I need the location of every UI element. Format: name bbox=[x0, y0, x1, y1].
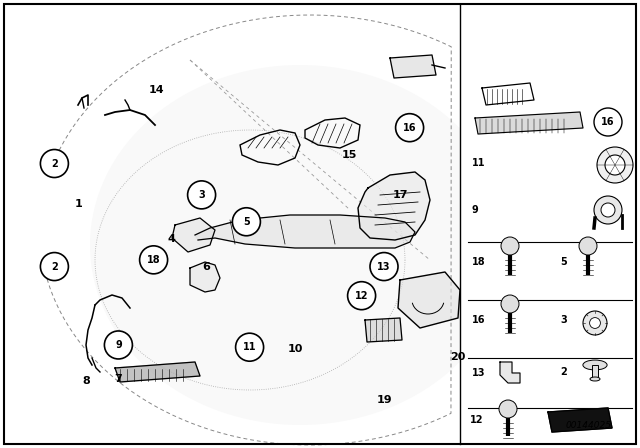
Text: 11: 11 bbox=[243, 342, 257, 352]
Text: 6: 6 bbox=[202, 262, 210, 272]
Text: 16: 16 bbox=[403, 123, 417, 133]
Circle shape bbox=[370, 253, 398, 280]
Circle shape bbox=[501, 237, 519, 255]
Text: 12: 12 bbox=[470, 415, 483, 425]
Polygon shape bbox=[500, 362, 520, 383]
Text: 10: 10 bbox=[288, 345, 303, 354]
Text: 17: 17 bbox=[393, 190, 408, 200]
Circle shape bbox=[236, 333, 264, 361]
Circle shape bbox=[396, 114, 424, 142]
Circle shape bbox=[232, 208, 260, 236]
Text: 18: 18 bbox=[472, 257, 486, 267]
Circle shape bbox=[597, 147, 633, 183]
Ellipse shape bbox=[590, 377, 600, 381]
Circle shape bbox=[348, 282, 376, 310]
Text: 11: 11 bbox=[472, 158, 486, 168]
Circle shape bbox=[594, 108, 622, 136]
Polygon shape bbox=[482, 83, 534, 105]
Polygon shape bbox=[475, 112, 583, 134]
Bar bbox=[592, 365, 598, 379]
Text: 9: 9 bbox=[115, 340, 122, 350]
Text: 7: 7 bbox=[115, 374, 122, 383]
Text: 5: 5 bbox=[243, 217, 250, 227]
Text: 8: 8 bbox=[83, 376, 90, 386]
Polygon shape bbox=[358, 172, 430, 240]
Text: 12: 12 bbox=[355, 291, 369, 301]
Bar bbox=[461, 4, 636, 444]
Text: 9: 9 bbox=[472, 205, 479, 215]
Circle shape bbox=[499, 400, 517, 418]
Text: 14: 14 bbox=[149, 86, 164, 95]
Circle shape bbox=[605, 155, 625, 175]
Polygon shape bbox=[195, 215, 415, 248]
Text: 2: 2 bbox=[51, 262, 58, 271]
Circle shape bbox=[140, 246, 168, 274]
Circle shape bbox=[40, 150, 68, 177]
Text: 19: 19 bbox=[376, 395, 392, 405]
Text: 2: 2 bbox=[560, 367, 567, 377]
Text: 1: 1 bbox=[74, 199, 82, 209]
Circle shape bbox=[40, 253, 68, 280]
Circle shape bbox=[601, 203, 615, 217]
Text: 18: 18 bbox=[147, 255, 161, 265]
Text: 20: 20 bbox=[450, 352, 465, 362]
Polygon shape bbox=[365, 318, 402, 342]
Polygon shape bbox=[548, 408, 612, 432]
Circle shape bbox=[594, 196, 622, 224]
Text: 16: 16 bbox=[601, 117, 615, 127]
Text: 13: 13 bbox=[377, 262, 391, 271]
Ellipse shape bbox=[583, 360, 607, 370]
Text: 3: 3 bbox=[560, 315, 567, 325]
Text: 16: 16 bbox=[472, 315, 486, 325]
Text: 13: 13 bbox=[472, 368, 486, 378]
Circle shape bbox=[188, 181, 216, 209]
Text: 15: 15 bbox=[342, 150, 357, 159]
Polygon shape bbox=[190, 262, 220, 292]
Polygon shape bbox=[115, 362, 200, 382]
Circle shape bbox=[579, 237, 597, 255]
Text: 3: 3 bbox=[198, 190, 205, 200]
Text: 5: 5 bbox=[560, 257, 567, 267]
Text: 4: 4 bbox=[168, 234, 175, 244]
Text: 2: 2 bbox=[51, 159, 58, 168]
Polygon shape bbox=[172, 218, 215, 252]
Circle shape bbox=[589, 318, 600, 328]
Text: 00144025: 00144025 bbox=[566, 421, 612, 430]
Polygon shape bbox=[398, 272, 460, 328]
Circle shape bbox=[501, 295, 519, 313]
Circle shape bbox=[104, 331, 132, 359]
Circle shape bbox=[583, 311, 607, 335]
Ellipse shape bbox=[90, 65, 510, 425]
Polygon shape bbox=[390, 55, 436, 78]
